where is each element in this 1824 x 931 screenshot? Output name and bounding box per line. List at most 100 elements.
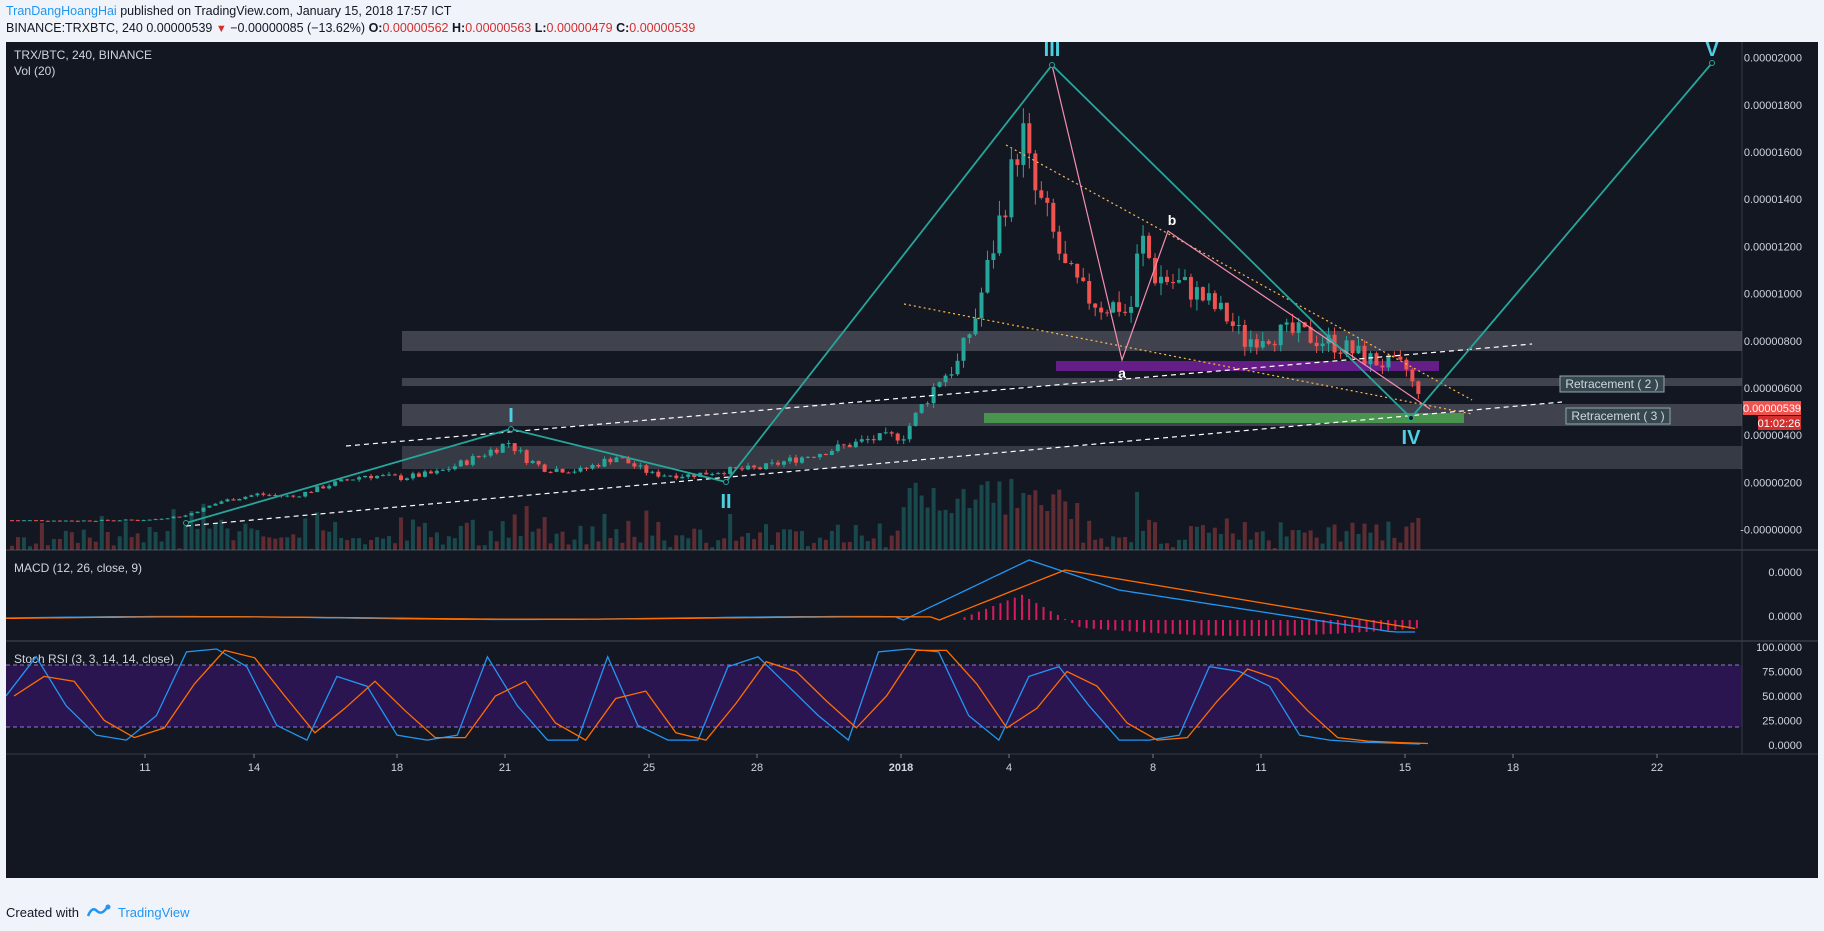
- candle-body-210: [1266, 341, 1271, 344]
- candle-body-75: [458, 460, 463, 467]
- upper-trendline[interactable]: [345, 343, 1533, 447]
- candle-body-116: [704, 472, 709, 475]
- volume-bar-119: [722, 538, 727, 550]
- macd-hist-bar-28: [1157, 620, 1160, 634]
- author-link[interactable]: TranDangHoangHai: [6, 4, 117, 18]
- volume-bar-39: [243, 523, 248, 550]
- volume-bar-172: [1039, 505, 1044, 550]
- wave-label-4[interactable]: IV: [1402, 427, 1422, 449]
- low-value: 0.00000479: [546, 21, 613, 35]
- candle-body-232: [1398, 356, 1403, 360]
- volume-bar-215: [1296, 530, 1301, 550]
- candle-body-71: [434, 470, 439, 474]
- candle-body-4: [33, 520, 38, 522]
- volume-bar-71: [434, 532, 439, 550]
- candle-body-111: [674, 475, 679, 479]
- retracement-3-label[interactable]: Retracement ( 3 ): [1571, 409, 1664, 423]
- volume-bar-16: [105, 531, 110, 550]
- candle-body-24: [153, 519, 158, 521]
- candle-body-127: [770, 462, 775, 464]
- volume-bar-112: [680, 535, 685, 550]
- candle-body-108: [656, 471, 661, 477]
- abc-correction-line[interactable]: [1051, 64, 1431, 410]
- time-axis[interactable]: 11 14 18 21 25 28 2018 4 8 11 15 18 22: [139, 754, 1663, 774]
- correction-label-a[interactable]: a: [1118, 365, 1126, 381]
- volume-bar-134: [811, 542, 816, 550]
- tradingview-logo-icon[interactable]: [86, 902, 112, 920]
- stoch-legend: Stoch RSI (3, 3, 14, 14, close): [14, 652, 174, 666]
- candle-body-141: [853, 441, 858, 448]
- candle-body-140: [847, 444, 852, 448]
- tradingview-brand-link[interactable]: TradingView: [118, 905, 190, 920]
- volume-bar-196: [1182, 539, 1187, 550]
- retracement-2-label[interactable]: Retracement ( 2 ): [1565, 377, 1658, 391]
- volume-bar-11: [75, 542, 80, 550]
- volume-bar-121: [734, 540, 739, 550]
- wedge-upper-line[interactable]: [1005, 144, 1473, 401]
- candle-body-55: [339, 479, 344, 482]
- low-label: L:: [534, 21, 547, 35]
- volume-bar-168: [1015, 507, 1020, 550]
- candle-body-185: [1117, 302, 1122, 312]
- time-tick-6: 2018: [889, 762, 913, 774]
- volume-bar-189: [1141, 530, 1146, 550]
- elliott-wave-path[interactable]: [185, 62, 1713, 524]
- candle-body-21: [135, 519, 140, 521]
- candle-body-151: [913, 412, 918, 426]
- candle-body-26: [165, 518, 170, 520]
- volume-bar-38: [237, 531, 242, 550]
- volume-bar-151: [913, 482, 918, 550]
- candle-body-83: [506, 443, 511, 445]
- wave-label-3[interactable]: III: [1044, 42, 1061, 61]
- volume-bar-93: [566, 544, 571, 550]
- wave-label-1[interactable]: I: [508, 405, 514, 427]
- volume-bar-225: [1356, 534, 1361, 550]
- wave-label-2[interactable]: II: [720, 491, 731, 513]
- volume-bar-194: [1170, 547, 1175, 550]
- volume-bar-232: [1398, 542, 1403, 550]
- candle-body-88: [536, 460, 541, 465]
- price-axis[interactable]: 0.00002000 0.00001800 0.00001600 0.00001400…: [1740, 53, 1802, 537]
- volume-bar-122: [740, 536, 745, 550]
- retracement-3-box[interactable]: [1565, 407, 1671, 425]
- candle-body-124: [752, 465, 757, 468]
- candle-body-10: [69, 520, 74, 522]
- candle-body-64: [392, 474, 397, 476]
- candle-body-110: [668, 475, 673, 477]
- time-tick-1: 14: [248, 762, 260, 774]
- time-tick-3: 21: [499, 762, 511, 774]
- retracement-2-box[interactable]: [1559, 375, 1665, 393]
- candle-body-205: [1236, 325, 1241, 327]
- indicator-axes[interactable]: 0.0000 0.0000 100.0000 75.0000 50.0000 25.000…: [1756, 567, 1802, 752]
- volume-bar-65: [398, 517, 403, 550]
- volume-bar-81: [494, 541, 499, 550]
- volume-bar-51: [315, 512, 320, 550]
- volume-bar-26: [165, 531, 170, 550]
- candle-body-82: [500, 443, 505, 453]
- candle-body-139: [841, 444, 846, 446]
- wedge-lower-line[interactable]: [903, 303, 1473, 415]
- volume-bar-116: [704, 542, 709, 550]
- volume-bar-234: [1410, 522, 1415, 550]
- volume-bar-33: [207, 528, 212, 550]
- wave-label-5[interactable]: V: [1705, 42, 1719, 61]
- candle-body-231: [1392, 355, 1397, 357]
- correction-label-b[interactable]: b: [1168, 212, 1177, 228]
- volume-bar-137: [829, 530, 834, 550]
- pivot-1: [508, 426, 514, 432]
- candle-body-234: [1410, 369, 1415, 382]
- candle-body-158: [955, 360, 960, 375]
- macd-hist-bar-34: [1200, 620, 1203, 636]
- candle-body-126: [764, 463, 769, 470]
- last-price: 0.00000539: [146, 21, 213, 35]
- candle-body-8: [57, 520, 62, 522]
- chart-area[interactable]: TRX/BTC, 240, BINANCE Vol (20) MACD (12,…: [6, 42, 1818, 878]
- macd-hist-bar-45: [1279, 620, 1282, 636]
- chart-canvas[interactable]: TRX/BTC, 240, BINANCE Vol (20) MACD (12,…: [6, 42, 1818, 878]
- volume-bar-103: [626, 520, 631, 550]
- candle-body-134: [811, 456, 816, 458]
- candle-body-219: [1320, 343, 1325, 347]
- time-tick-2: 18: [391, 762, 403, 774]
- volume-bar-205: [1236, 539, 1241, 550]
- candle-body-159: [961, 337, 966, 361]
